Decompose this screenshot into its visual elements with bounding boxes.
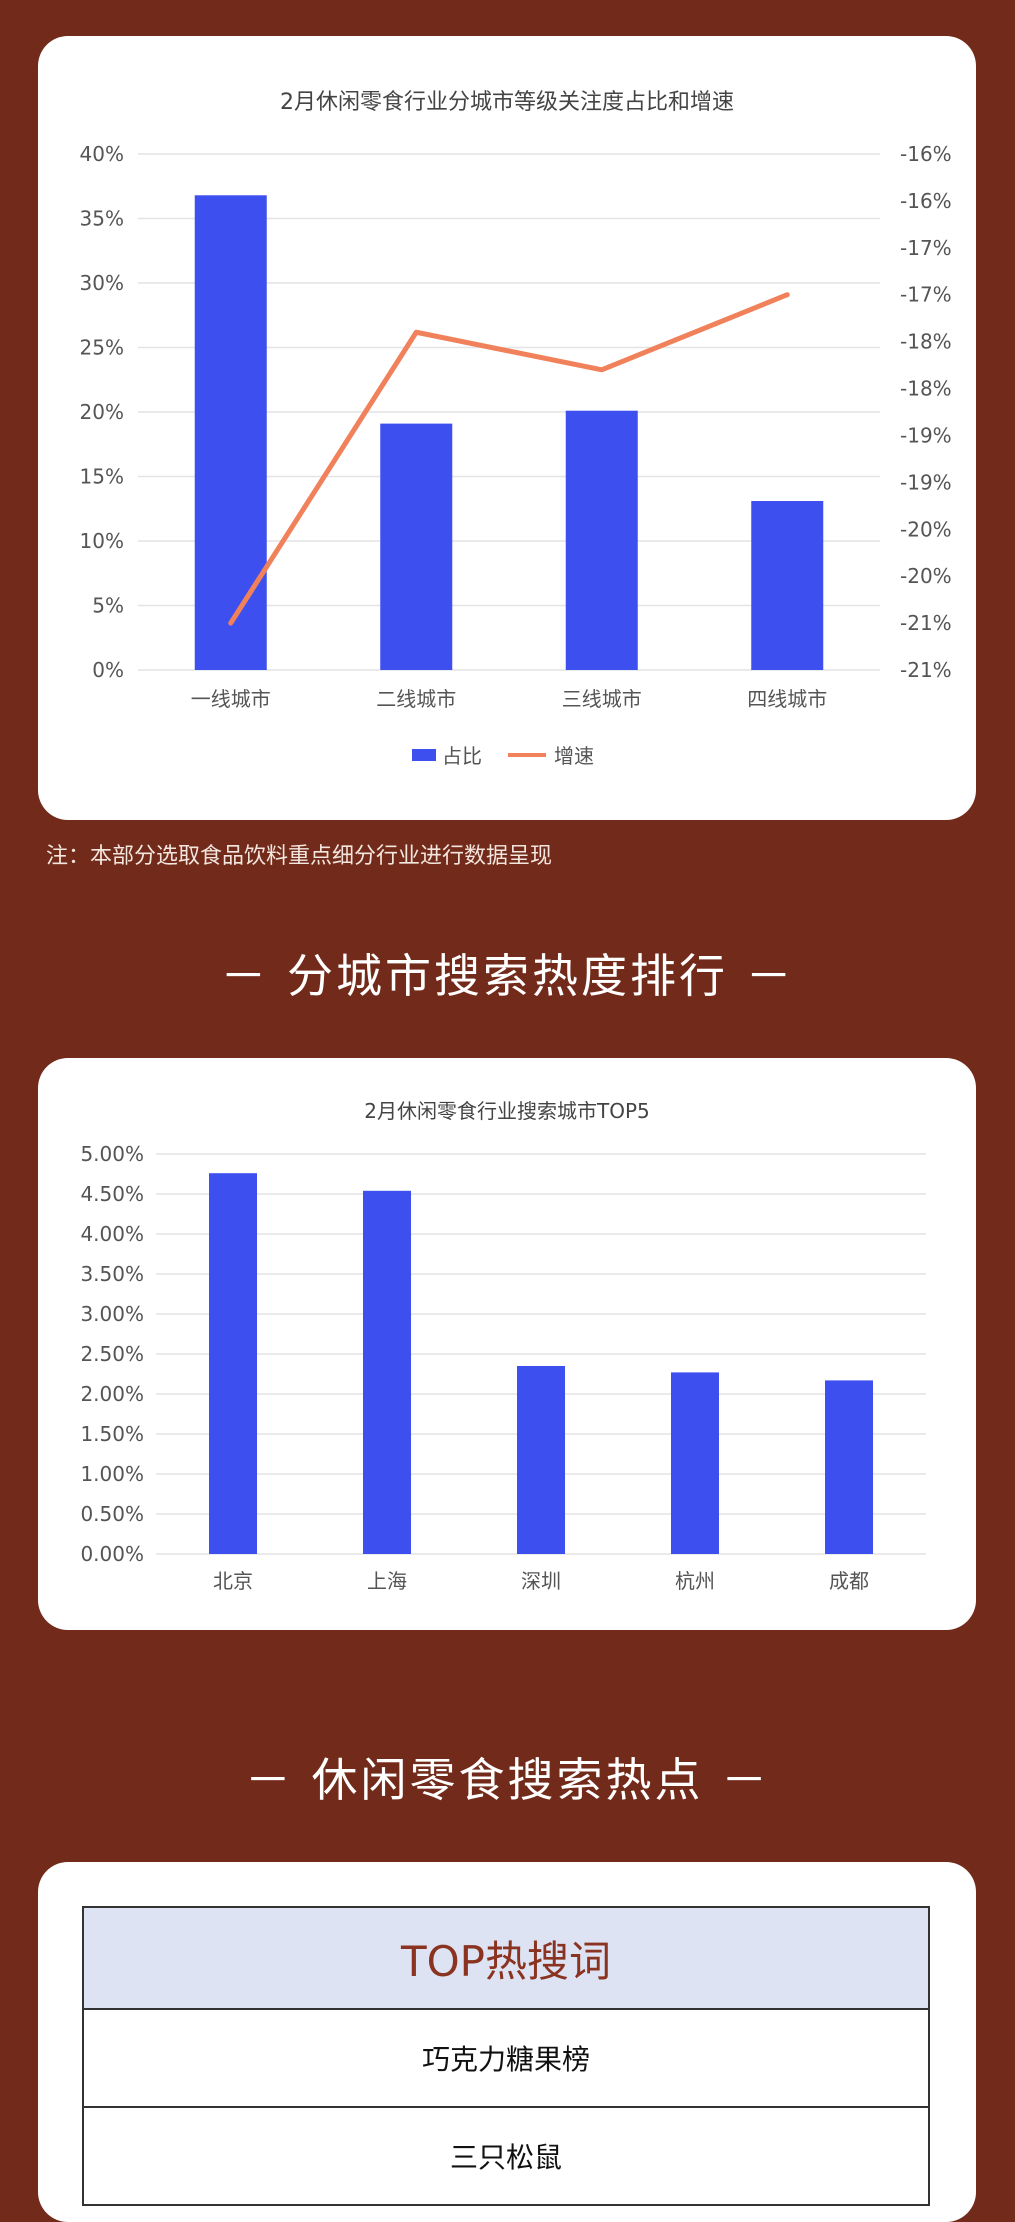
y-tick-label: 3.00% [80, 1302, 144, 1326]
table-header: TOP热搜词 [84, 1908, 928, 2010]
line-point [229, 622, 232, 625]
chart-title: 2月休闲零食行业搜索城市TOP5 [364, 1099, 649, 1123]
legend-swatch-share [412, 749, 436, 761]
y-left-tick-label: 10% [80, 529, 124, 553]
y-right-tick-label: -21% [900, 611, 952, 635]
attention-share-chart: 2月休闲零食行业分城市等级关注度占比和增速 40% 35% 30% 25% 20% 15%… [80, 90, 952, 768]
hot-search-card: TOP热搜词 巧克力糖果榜 三只松鼠 [38, 1862, 976, 2222]
x-tick-label: 北京 [213, 1569, 253, 1593]
bar [825, 1380, 873, 1554]
y-left-tick-label: 30% [80, 271, 124, 295]
y-right-tick-label: -17% [900, 283, 952, 307]
bar [363, 1190, 411, 1554]
x-tick-label: 二线城市 [376, 687, 456, 711]
table-row: 三只松鼠 [84, 2108, 928, 2206]
section-title-city-ranking: － 分城市搜索热度排行 － [220, 949, 795, 1003]
legend-label-growth: 增速 [554, 744, 594, 768]
y-left-tick-label: 5% [92, 594, 124, 618]
x-tick-label: 杭州 [675, 1569, 715, 1593]
y-right-tick-label: -20% [900, 564, 952, 588]
y-tick-label: 2.00% [80, 1382, 144, 1406]
y-tick-label: 3.50% [80, 1262, 144, 1286]
y-right-tick-label: -18% [900, 377, 952, 401]
y-tick-label: 5.00% [80, 1142, 144, 1166]
y-left-tick-label: 20% [80, 400, 124, 424]
bar [565, 410, 638, 670]
bar [380, 423, 453, 670]
y-left-tick-label: 15% [80, 465, 124, 489]
bar [751, 501, 824, 670]
bar [517, 1366, 565, 1554]
hot-search-table: TOP热搜词 巧克力糖果榜 三只松鼠 [82, 1906, 930, 2206]
legend-label-share: 占比 [442, 744, 482, 768]
y-right-tick-label: -17% [900, 236, 952, 260]
y-tick-label: 1.50% [80, 1422, 144, 1446]
y-tick-label: 4.00% [80, 1222, 144, 1246]
bar [209, 1173, 257, 1554]
y-left-tick-label: 25% [80, 336, 124, 360]
search-city-top5-chart-card: 2月休闲零食行业搜索城市TOP5 5.00% 4.50% 4.00% 3.50% 3.0… [38, 1058, 976, 1630]
y-right-tick-label: -20% [900, 517, 952, 541]
y-right-tick-label: -16% [900, 142, 952, 166]
x-tick-label: 深圳 [521, 1569, 561, 1593]
line-point [786, 293, 789, 296]
table-row: 巧克力糖果榜 [84, 2010, 928, 2108]
y-right-tick-label: -18% [900, 330, 952, 354]
search-city-top5-chart: 2月休闲零食行业搜索城市TOP5 5.00% 4.50% 4.00% 3.50% 3.0… [80, 1099, 926, 1593]
x-tick-label: 成都 [829, 1569, 869, 1593]
attention-share-chart-card: 2月休闲零食行业分城市等级关注度占比和增速 40% 35% 30% 25% 20% 15%… [38, 36, 976, 820]
y-tick-label: 0.00% [80, 1542, 144, 1566]
x-tick-label: 一线城市 [191, 687, 271, 711]
y-right-tick-label: -16% [900, 189, 952, 213]
y-tick-label: 0.50% [80, 1502, 144, 1526]
y-right-tick-label: -19% [900, 423, 952, 447]
y-left-tick-label: 0% [92, 658, 124, 682]
footnote: 注：本部分选取食品饮料重点细分行业进行数据呈现 [46, 844, 553, 869]
line-point [600, 368, 603, 371]
bar [194, 195, 267, 670]
growth-line [228, 292, 790, 626]
section-title-search-hotspots: － 休闲零食搜索热点 － [244, 1753, 771, 1807]
chart-title: 2月休闲零食行业分城市等级关注度占比和增速 [280, 90, 734, 115]
x-tick-label: 上海 [367, 1569, 407, 1593]
y-left-tick-label: 35% [80, 207, 124, 231]
y-left-tick-label: 40% [80, 142, 124, 166]
x-tick-label: 三线城市 [562, 687, 642, 711]
x-tick-label: 四线城市 [747, 687, 827, 711]
y-tick-label: 4.50% [80, 1182, 144, 1206]
y-tick-label: 1.00% [80, 1462, 144, 1486]
line-point [415, 331, 418, 334]
chart-legend: 占比 增速 [412, 744, 594, 768]
bar [671, 1372, 719, 1554]
y-tick-label: 2.50% [80, 1342, 144, 1366]
y-right-tick-label: -21% [900, 658, 952, 682]
y-right-tick-label: -19% [900, 470, 952, 494]
